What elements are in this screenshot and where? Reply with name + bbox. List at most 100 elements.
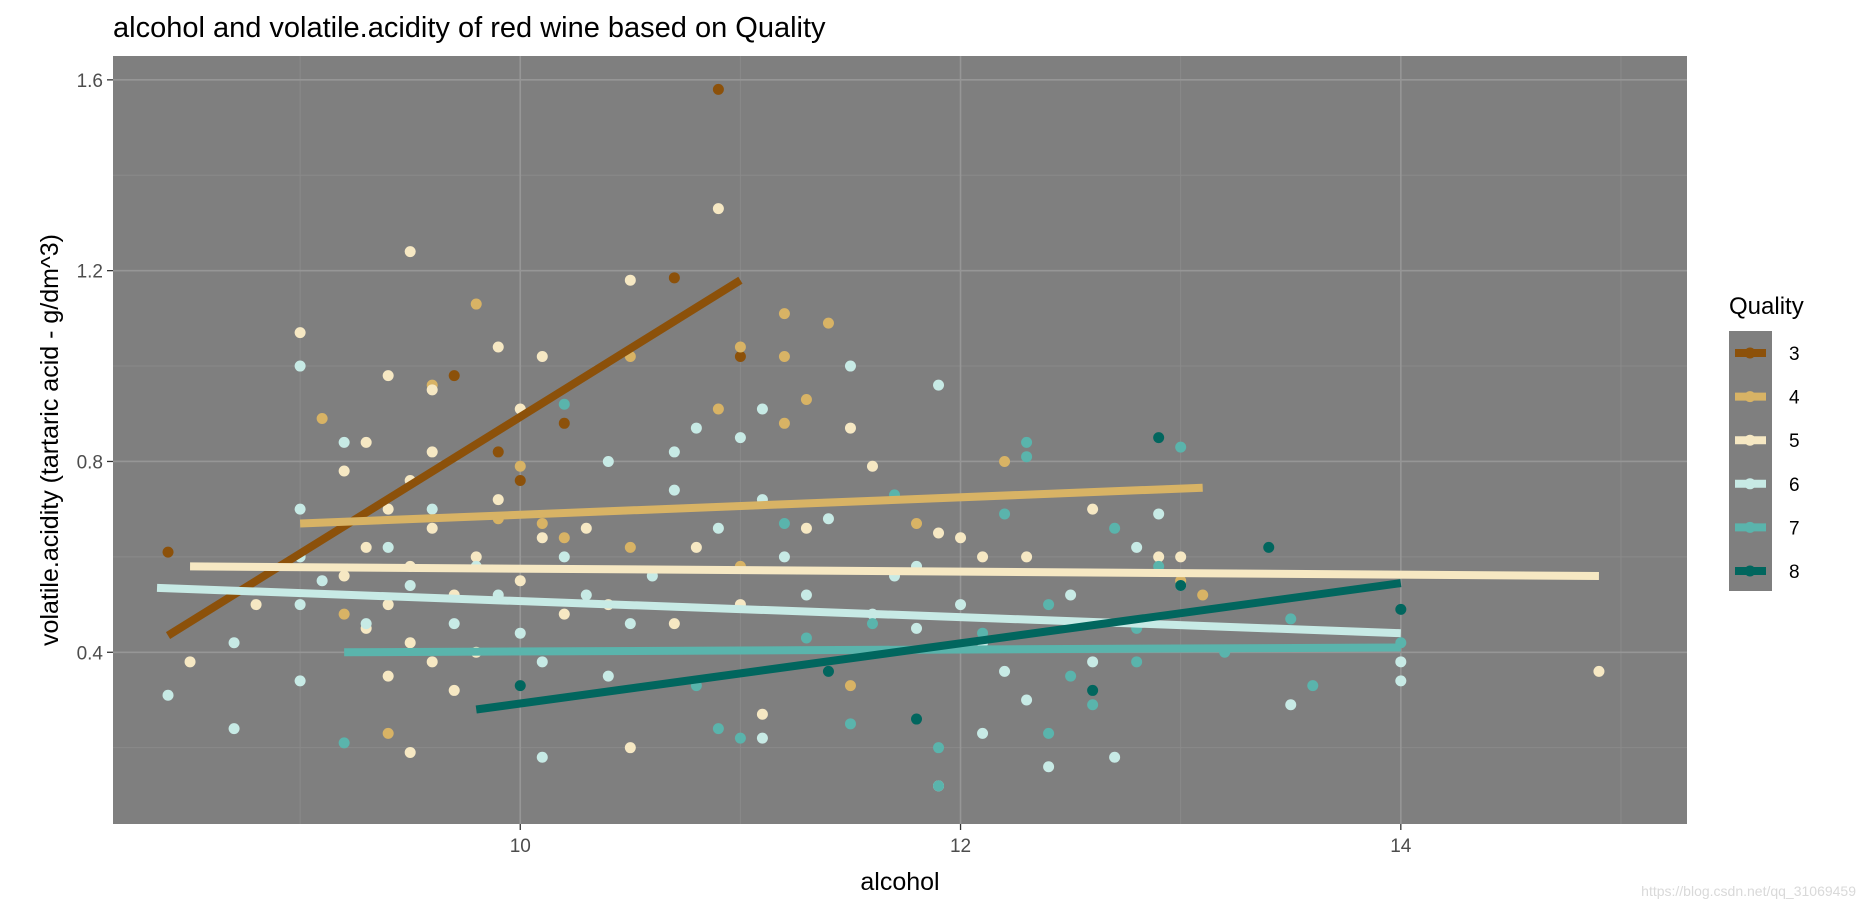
point-quality-5: [668, 618, 680, 630]
legend-title: Quality: [1729, 293, 1804, 320]
point-quality-5: [404, 746, 416, 758]
point-quality-5: [492, 341, 504, 353]
y-tick-label: 1.2: [77, 262, 103, 283]
point-quality-5: [756, 708, 768, 720]
legend-label: 6: [1789, 475, 1800, 496]
point-quality-4: [624, 541, 636, 553]
point-quality-5: [536, 351, 548, 363]
point-quality-6: [228, 723, 240, 735]
point-quality-6: [1109, 751, 1121, 763]
point-quality-5: [800, 522, 812, 534]
grid: [113, 56, 1687, 824]
point-quality-7: [1021, 436, 1033, 448]
point-quality-5: [977, 551, 989, 563]
point-quality-7: [800, 632, 812, 644]
point-quality-7: [1043, 599, 1055, 611]
y-tick-label: 1.6: [77, 71, 103, 92]
point-quality-3: [712, 83, 724, 95]
point-quality-6: [426, 503, 438, 515]
point-quality-6: [977, 727, 989, 739]
point-quality-3: [448, 370, 460, 382]
point-quality-6: [294, 503, 306, 515]
point-quality-6: [294, 360, 306, 372]
point-quality-7: [1109, 522, 1121, 534]
point-quality-5: [624, 274, 636, 286]
point-quality-6: [668, 446, 680, 458]
point-quality-4: [558, 532, 570, 544]
point-quality-6: [602, 455, 614, 467]
point-quality-6: [624, 618, 636, 630]
point-quality-5: [1021, 551, 1033, 563]
point-quality-6: [536, 751, 548, 763]
point-quality-6: [1395, 656, 1407, 668]
point-quality-6: [316, 575, 328, 587]
point-quality-3: [492, 446, 504, 458]
legend-key-point: [1744, 434, 1756, 446]
point-quality-6: [933, 379, 945, 391]
point-quality-7: [558, 398, 570, 410]
x-axis-title: alcohol: [860, 868, 939, 896]
point-quality-5: [426, 446, 438, 458]
point-quality-5: [404, 637, 416, 649]
point-quality-3: [668, 272, 680, 284]
x-tick-label: 14: [1390, 836, 1412, 857]
point-quality-7: [1285, 613, 1297, 625]
point-quality-8: [514, 680, 526, 692]
point-quality-5: [382, 370, 394, 382]
point-quality-6: [734, 432, 746, 444]
point-quality-7: [866, 618, 878, 630]
point-quality-7: [844, 718, 856, 730]
point-quality-5: [492, 494, 504, 506]
point-quality-4: [1197, 589, 1209, 601]
point-quality-5: [933, 527, 945, 539]
point-quality-5: [690, 541, 702, 553]
point-quality-6: [756, 732, 768, 744]
point-quality-5: [426, 384, 438, 396]
legend-key-point: [1744, 347, 1756, 359]
point-quality-6: [668, 484, 680, 496]
point-quality-6: [162, 689, 174, 701]
point-quality-4: [778, 351, 790, 363]
point-quality-4: [712, 403, 724, 415]
point-quality-5: [1087, 503, 1099, 515]
point-quality-3: [734, 351, 746, 363]
point-quality-4: [514, 460, 526, 472]
point-quality-5: [360, 541, 372, 553]
point-quality-5: [294, 327, 306, 339]
point-quality-6: [844, 360, 856, 372]
point-quality-5: [404, 246, 416, 258]
point-quality-6: [448, 618, 460, 630]
point-quality-6: [580, 589, 592, 601]
y-tick-label: 0.8: [77, 452, 103, 473]
point-quality-6: [712, 522, 724, 534]
legend-label: 7: [1789, 518, 1800, 539]
point-quality-5: [514, 575, 526, 587]
point-quality-6: [228, 637, 240, 649]
point-quality-5: [338, 570, 350, 582]
plot-panel: [113, 56, 1687, 824]
point-quality-6: [382, 541, 394, 553]
point-quality-4: [338, 608, 350, 620]
legend-key-point: [1744, 478, 1756, 490]
point-quality-6: [1285, 699, 1297, 711]
point-quality-6: [1043, 761, 1055, 773]
point-quality-4: [734, 341, 746, 353]
point-quality-4: [844, 680, 856, 692]
point-quality-6: [1395, 675, 1407, 687]
point-quality-6: [778, 551, 790, 563]
point-quality-6: [822, 513, 834, 525]
point-quality-6: [294, 675, 306, 687]
point-quality-5: [382, 670, 394, 682]
point-quality-7: [933, 780, 945, 792]
legend-key-point: [1744, 565, 1756, 577]
point-quality-5: [360, 436, 372, 448]
point-quality-4: [778, 308, 790, 320]
point-quality-6: [756, 403, 768, 415]
x-tick-label: 10: [510, 836, 531, 857]
point-quality-4: [536, 517, 548, 529]
point-quality-4: [999, 455, 1011, 467]
point-quality-6: [955, 599, 967, 611]
point-quality-6: [999, 665, 1011, 677]
point-quality-5: [1153, 551, 1165, 563]
